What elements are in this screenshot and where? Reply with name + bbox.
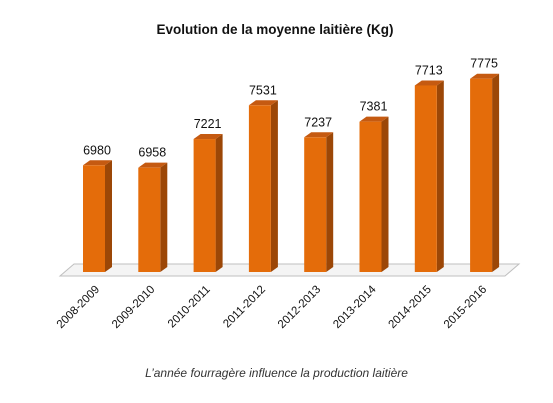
bar-top (414, 80, 444, 86)
bar-side (381, 116, 389, 272)
value-label: 7713 (415, 63, 443, 77)
floor-plane (58, 263, 521, 277)
value-label: 7381 (360, 100, 388, 114)
bar (304, 132, 334, 272)
x-tick-label: 2011-2012 (221, 284, 268, 331)
chart-floor (58, 263, 521, 277)
bar-front (248, 105, 271, 273)
x-tick-label: 2015-2016 (442, 284, 489, 331)
value-label: 6958 (138, 146, 166, 160)
value-labels-group: 6980 6958 7221 7531 7237 7381 7713 7775 (83, 57, 498, 160)
bar (138, 162, 168, 272)
bar-top (83, 160, 112, 166)
bar-side (215, 134, 223, 272)
bar-side (492, 73, 500, 272)
value-label: 7531 (249, 83, 277, 97)
value-label: 7775 (470, 57, 498, 71)
x-tick-label: 2012-2013 (276, 284, 323, 331)
bar (359, 116, 389, 272)
x-tick-label: 2013-2014 (331, 283, 379, 331)
bar-side (160, 162, 168, 272)
chart-caption: L’année fourragère influence la producti… (145, 366, 408, 380)
bar-top (359, 116, 389, 122)
value-label: 7237 (304, 115, 332, 129)
value-label: 7221 (194, 117, 222, 131)
bar-front (83, 165, 105, 272)
bar (193, 134, 223, 272)
bar-side (270, 100, 278, 273)
bar-side (105, 160, 112, 272)
bar-front (414, 85, 437, 273)
bar-top (138, 162, 168, 168)
bar-front (138, 167, 161, 272)
x-tick-label: 2010-2011 (166, 284, 213, 331)
value-label: 6980 (83, 143, 111, 157)
bar-front (359, 121, 382, 272)
bar-top (304, 132, 334, 138)
x-tick-label: 2014-2015 (387, 284, 434, 331)
bar-side (436, 80, 444, 273)
bar (414, 80, 444, 273)
bar-front (470, 78, 493, 272)
bar-front (193, 139, 216, 272)
chart-title: Evolution de la moyenne laitière (Kg) (156, 22, 393, 37)
bar-top (470, 73, 500, 79)
bar (248, 100, 278, 273)
bars-group (83, 73, 500, 273)
x-tick-label: 2008-2009 (55, 284, 102, 331)
bar-top (248, 100, 278, 106)
bar (470, 73, 500, 272)
bar (83, 160, 112, 272)
bar-front (304, 137, 327, 272)
bar-side (326, 132, 334, 272)
x-tick-label: 2009-2010 (110, 284, 157, 331)
x-tick-labels-group: 2008-2009 2009-2010 2010-2011 2011-2012 2012… (55, 283, 489, 331)
bar-top (193, 134, 223, 140)
